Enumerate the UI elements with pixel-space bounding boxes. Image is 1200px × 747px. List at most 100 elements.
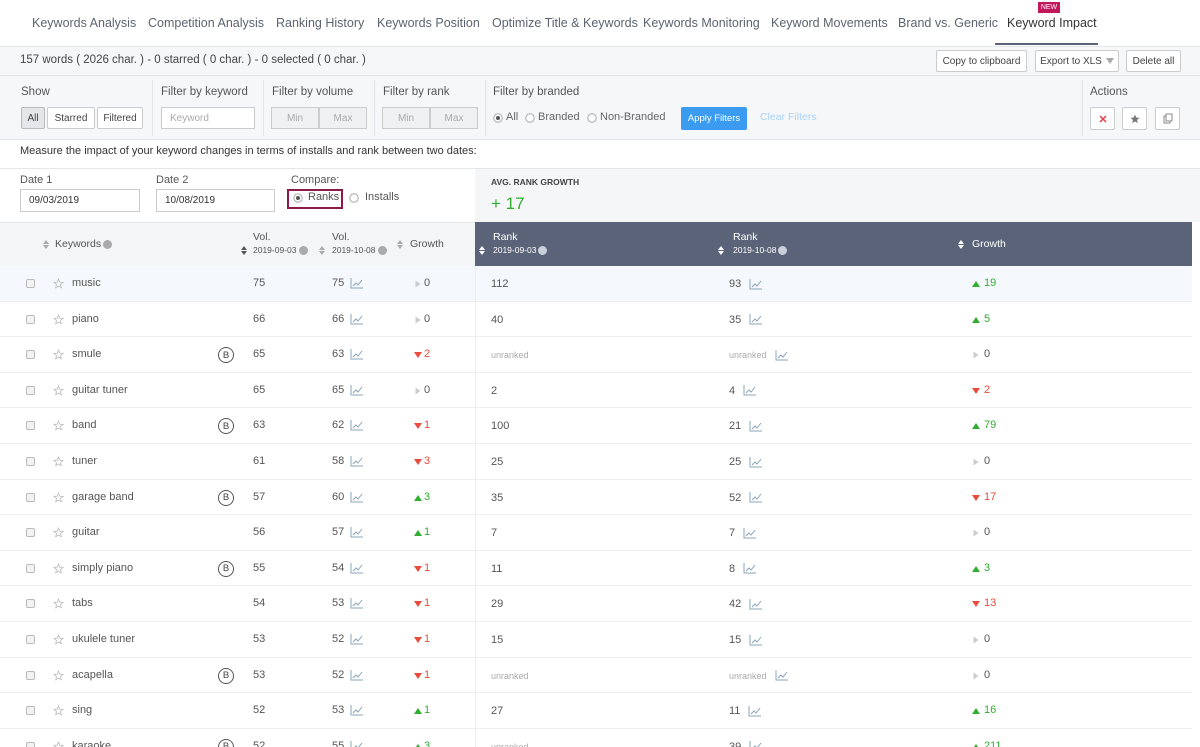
column-date: 2019-10-08 bbox=[733, 245, 777, 255]
tab[interactable]: Brand vs. Generic bbox=[898, 16, 999, 30]
help-icon bbox=[778, 246, 787, 255]
row-checkbox[interactable] bbox=[26, 279, 35, 288]
date-label: Date 1 bbox=[20, 174, 53, 186]
growth-arrow bbox=[972, 494, 980, 501]
branded-option[interactable]: Branded bbox=[538, 111, 580, 123]
dropdown-arrow bbox=[1105, 58, 1114, 64]
rank-cell: unranked bbox=[729, 669, 789, 683]
volume-growth: 1 bbox=[424, 597, 431, 610]
table-row bbox=[0, 479, 1192, 516]
tab[interactable]: Keywords Monitoring bbox=[643, 16, 760, 30]
keyword: smule bbox=[72, 348, 102, 361]
max-input[interactable]: Max bbox=[319, 107, 367, 129]
rank-growth: 0 bbox=[984, 348, 991, 361]
branded-option[interactable]: All bbox=[506, 111, 519, 123]
toolbar-button[interactable]: Export to XLS bbox=[1035, 50, 1119, 72]
trend-icon bbox=[743, 385, 757, 396]
rank-cell: 93 bbox=[729, 277, 763, 291]
tab[interactable]: Keywords Analysis bbox=[32, 16, 137, 30]
row-checkbox[interactable] bbox=[26, 350, 35, 360]
row-divider bbox=[475, 337, 476, 373]
tab[interactable]: Optimize Title & Keywords bbox=[492, 16, 638, 30]
rank-growth: 0 bbox=[984, 455, 991, 467]
rank-cell: 15 bbox=[729, 633, 763, 647]
trend-icon bbox=[350, 384, 363, 396]
volume: 52 bbox=[253, 704, 266, 717]
trend-icon bbox=[748, 705, 762, 717]
row-checkbox[interactable] bbox=[26, 670, 35, 680]
branded-option[interactable]: Non-Branded bbox=[600, 111, 666, 123]
radio-icon bbox=[587, 113, 597, 123]
row-divider bbox=[475, 728, 476, 747]
volume-growth: 3 bbox=[424, 455, 431, 467]
compare-option[interactable]: Installs bbox=[365, 191, 400, 203]
keyword: band bbox=[72, 419, 97, 432]
rank-value: unranked bbox=[491, 350, 529, 361]
row-checkbox[interactable] bbox=[26, 563, 35, 573]
row-checkbox[interactable] bbox=[26, 421, 35, 431]
show-option[interactable]: Filtered bbox=[97, 107, 143, 129]
volume: 60 bbox=[332, 490, 345, 503]
row-checkbox[interactable] bbox=[26, 741, 35, 747]
row-checkbox[interactable] bbox=[26, 528, 35, 538]
growth-arrow bbox=[414, 494, 422, 501]
tab[interactable]: Ranking History bbox=[276, 16, 365, 30]
row-checkbox[interactable] bbox=[26, 385, 35, 395]
tab[interactable]: Keyword Impact bbox=[1007, 16, 1097, 30]
trend-icon bbox=[749, 634, 763, 645]
help-icon bbox=[103, 240, 112, 249]
volume: 57 bbox=[332, 526, 345, 539]
volume: 62 bbox=[332, 419, 345, 432]
row-checkbox[interactable] bbox=[26, 706, 35, 716]
row-checkbox[interactable] bbox=[26, 314, 35, 324]
table-row bbox=[0, 622, 1192, 658]
apply-button[interactable]: Apply Filters bbox=[681, 107, 747, 130]
min-input[interactable]: Min bbox=[382, 107, 430, 129]
growth-arrow bbox=[414, 565, 422, 572]
toolbar-button[interactable]: Delete all bbox=[1126, 50, 1181, 72]
rank-cell: unranked bbox=[491, 669, 529, 683]
column-date: 2019-10-08 bbox=[332, 245, 376, 255]
tab[interactable]: Keywords Position bbox=[377, 16, 480, 30]
row-checkbox[interactable] bbox=[26, 457, 35, 466]
compare-option[interactable]: Ranks bbox=[308, 191, 340, 203]
rank-cell: 11 bbox=[491, 562, 502, 576]
rank-cell: unranked bbox=[491, 740, 529, 747]
max-input[interactable]: Max bbox=[430, 107, 478, 129]
toolbar-button[interactable]: Copy to clipboard bbox=[936, 50, 1027, 72]
column-title: Keywords bbox=[55, 238, 102, 250]
trend-icon bbox=[775, 670, 788, 681]
tab[interactable]: Keyword Movements bbox=[771, 16, 888, 30]
star-icon bbox=[53, 705, 64, 716]
action-button[interactable] bbox=[1090, 107, 1115, 130]
show-option[interactable]: All bbox=[21, 107, 45, 129]
rank-value: 11 bbox=[491, 562, 503, 575]
volume: 53 bbox=[332, 597, 345, 610]
action-button[interactable] bbox=[1122, 107, 1147, 130]
action-button[interactable] bbox=[1155, 107, 1180, 130]
row-checkbox[interactable] bbox=[26, 635, 35, 644]
rank-value: 35 bbox=[729, 313, 742, 326]
row-checkbox[interactable] bbox=[26, 599, 35, 609]
min-input[interactable]: Min bbox=[271, 107, 319, 129]
radio-icon bbox=[349, 193, 359, 203]
volume: 57 bbox=[253, 490, 266, 503]
rank-value: 8 bbox=[729, 562, 736, 575]
star-icon bbox=[53, 456, 64, 467]
date-input[interactable]: 10/08/2019 bbox=[156, 189, 275, 212]
date-input[interactable]: 09/03/2019 bbox=[20, 189, 140, 212]
growth-arrow bbox=[972, 281, 980, 287]
trend-icon bbox=[749, 492, 763, 503]
row-checkbox[interactable] bbox=[26, 492, 35, 502]
show-option[interactable]: Starred bbox=[47, 107, 95, 129]
compare-label: Compare: bbox=[291, 174, 340, 186]
trend-icon bbox=[350, 705, 363, 716]
tab[interactable]: Competition Analysis bbox=[148, 16, 265, 30]
keyword-input[interactable]: Keyword bbox=[161, 107, 255, 129]
growth-arrow bbox=[414, 530, 422, 537]
keyword: music bbox=[72, 277, 101, 289]
clear-filters[interactable]: Clear Filters bbox=[760, 111, 817, 123]
rank-growth: 0 bbox=[984, 668, 991, 681]
row-divider bbox=[475, 693, 476, 729]
rank-value: 15 bbox=[491, 634, 504, 646]
